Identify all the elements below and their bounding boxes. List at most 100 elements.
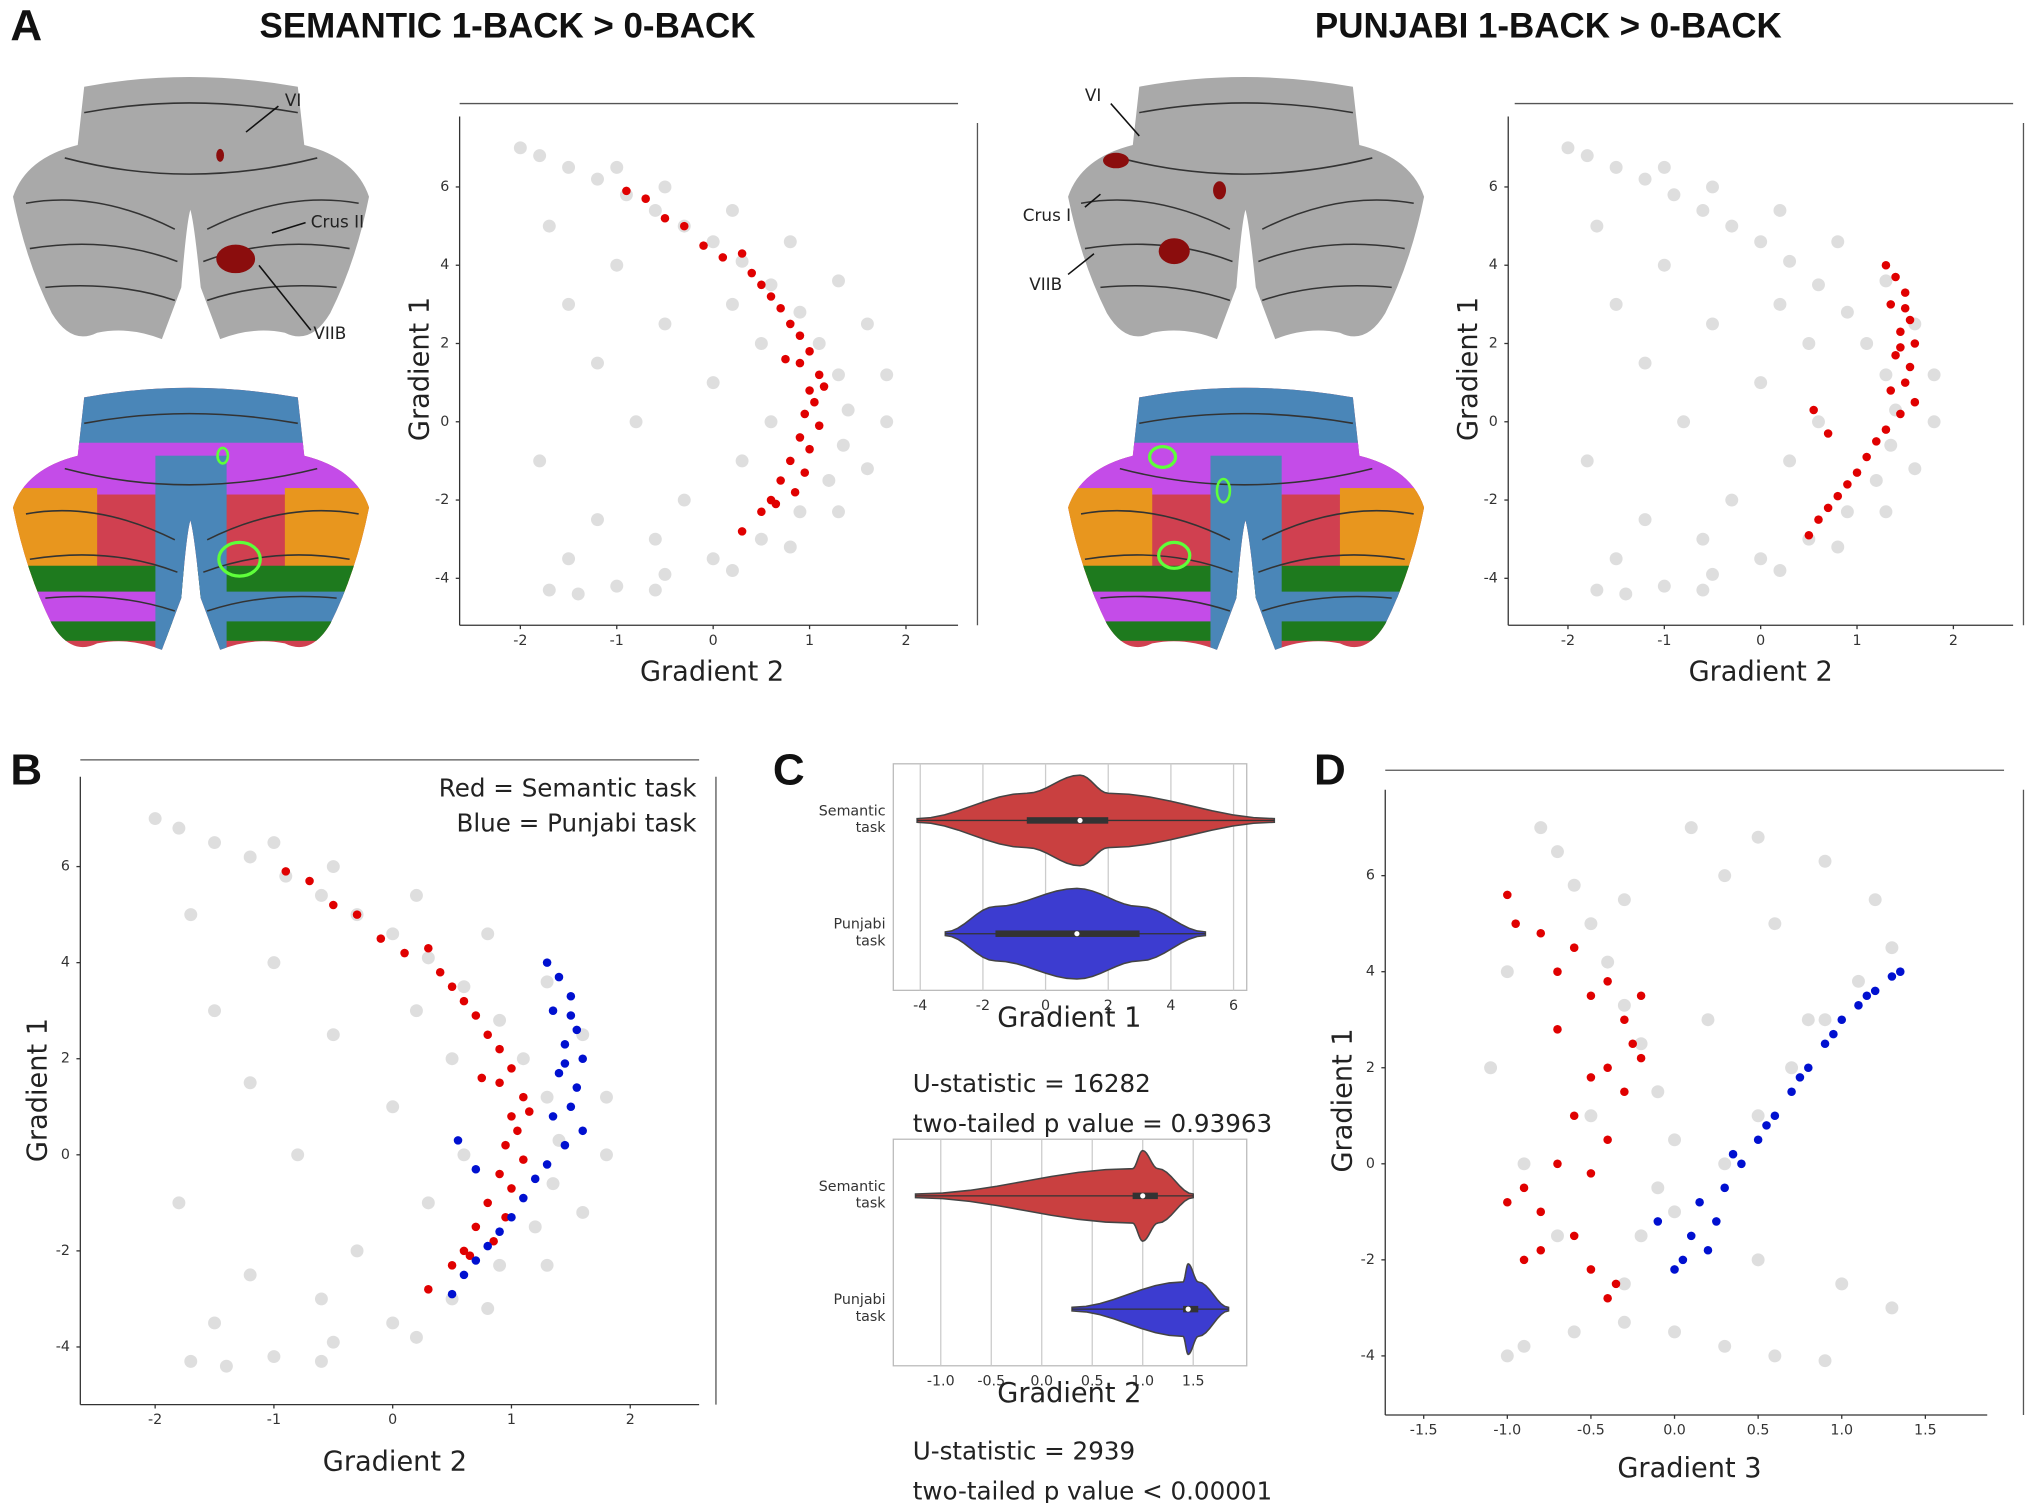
point [1753,1135,1763,1145]
background-point [1754,552,1768,566]
point [495,1078,504,1088]
point [483,1241,492,1251]
y-tick-label: 0 [1489,414,1498,430]
x-tick-label: 4 [1166,998,1175,1014]
point [1891,350,1900,360]
point [578,1054,587,1064]
violin-median [1074,931,1080,937]
y-tick-label: -2 [1361,1252,1375,1268]
background-point [243,850,257,864]
background-point [1617,893,1631,907]
background-point [314,1354,328,1368]
violin-box [995,930,1140,937]
point [1795,1073,1805,1082]
y-tick-label: 0 [440,414,449,430]
background-point [314,888,328,902]
x-tick-label: -0.5 [1577,1423,1605,1439]
point [1896,967,1905,976]
background-point [1718,1339,1732,1353]
background-point [1879,368,1893,382]
point [1886,300,1896,309]
background-point [1609,160,1623,174]
y-tick-label: 4 [61,955,70,971]
point [1900,378,1910,387]
point [495,1227,504,1236]
y-tick-label: -2 [435,492,449,508]
point [781,354,790,364]
y-tick-label: 4 [1366,964,1375,980]
background-point [658,317,672,331]
background-point [571,587,585,601]
point [1900,288,1910,297]
point [566,992,576,1001]
background-point [1567,878,1581,892]
point [1881,425,1891,434]
point [737,527,747,536]
point [376,934,386,943]
point [519,1092,528,1102]
point [819,382,829,391]
background-point [1773,564,1787,577]
x-tick-label: 2 [1949,633,1958,649]
background-point [1657,579,1671,593]
x-tick-label: -1 [267,1412,281,1428]
background-point [1783,454,1797,468]
point [1695,1197,1704,1207]
point [776,304,785,313]
background-point [1885,1301,1899,1315]
point [459,1246,469,1256]
background-point [291,1148,305,1162]
background-point [1835,1277,1849,1291]
point [447,1261,457,1270]
background-point [1617,1277,1631,1291]
background-point [1860,337,1874,350]
background-point [735,454,749,468]
background-point [764,415,778,429]
background-point [1783,254,1797,268]
x-tick-label: 1.0 [1830,1423,1853,1439]
point [1653,1217,1663,1226]
point [1503,890,1512,900]
background-point [880,368,894,382]
point [1787,1087,1796,1097]
background-point [1551,845,1564,859]
background-point [1634,1229,1648,1243]
background-point [326,1028,340,1042]
background-point [1651,1085,1665,1099]
x-axis-label: Gradient 2 [997,1378,1141,1409]
background-point [1561,141,1575,155]
point [1910,397,1920,407]
point [1891,272,1900,282]
y-axis-label: Gradient 1 [22,1018,53,1162]
point [1569,1111,1579,1121]
background-point [409,1330,423,1344]
point [1503,1197,1512,1207]
point [795,331,805,340]
y-tick-label: 0 [1366,1156,1375,1172]
x-tick-label: 0.0 [1663,1423,1686,1439]
background-point [208,1316,222,1330]
x-tick-label: -1.0 [1493,1423,1521,1439]
point [578,1126,587,1136]
background-point [148,812,162,826]
background-point [1785,1061,1799,1075]
background-point [533,454,547,468]
point [757,507,766,517]
background-point [754,532,768,546]
point [747,268,757,278]
y-tick-label: 4 [440,257,449,273]
background-point [267,956,281,970]
point [507,1184,516,1193]
flatmap-networks [1068,387,1425,650]
background-point [481,927,495,941]
background-point [1812,278,1825,292]
point [718,253,728,262]
background-point [1706,567,1719,581]
statistic-note: two-tailed p value < 0.00001 [913,1477,1272,1503]
point [424,1285,433,1294]
background-point [326,1335,340,1349]
background-point [1617,998,1631,1012]
point [1720,1183,1729,1193]
background-point [591,356,604,370]
